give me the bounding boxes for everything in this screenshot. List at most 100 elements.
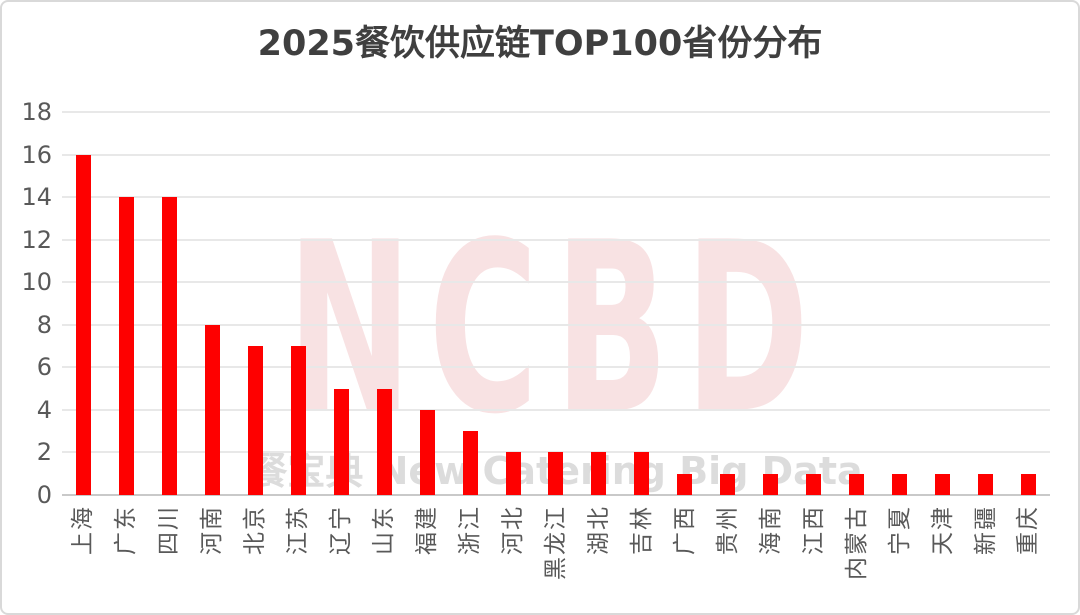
bar (892, 473, 908, 495)
y-tick-label: 6 (36, 353, 52, 382)
bar-cell (406, 112, 449, 495)
y-tick-label: 12 (21, 225, 52, 254)
bar (548, 452, 564, 495)
x-cell: 广东 (105, 497, 148, 613)
x-tick-label: 内蒙古 (843, 505, 870, 580)
y-tick-label: 10 (21, 268, 52, 297)
bar (806, 473, 822, 495)
x-tick-label: 宁夏 (886, 505, 913, 555)
bar (118, 197, 134, 495)
plot-area: NCBD 餐宝典 New Catering Big Data (62, 111, 1050, 496)
x-tick-label: 河北 (500, 505, 527, 555)
bar-cell (148, 112, 191, 495)
x-cell: 上海 (62, 497, 105, 613)
x-cell: 江西 (792, 497, 835, 613)
x-tick-label: 天津 (929, 505, 956, 555)
y-tick-label: 18 (21, 98, 52, 126)
x-cell: 黑龙江 (534, 497, 577, 613)
x-cell: 新疆 (964, 497, 1007, 613)
gridline (62, 323, 1050, 326)
x-tick-label: 山东 (371, 505, 398, 555)
gridline (62, 408, 1050, 411)
x-cell: 天津 (921, 497, 964, 613)
x-tick-label: 北京 (242, 505, 269, 555)
x-cell: 山东 (363, 497, 406, 613)
bar (75, 154, 91, 495)
x-tick-label: 江苏 (285, 505, 312, 555)
gridline (62, 153, 1050, 156)
x-cell: 吉林 (620, 497, 663, 613)
x-cell: 浙江 (449, 497, 492, 613)
bar-cell (492, 112, 535, 495)
x-cell: 河北 (492, 497, 535, 613)
x-cell: 江苏 (277, 497, 320, 613)
y-tick-label: 0 (36, 481, 52, 509)
x-tick-label: 新疆 (972, 505, 999, 555)
bar-cell (835, 112, 878, 495)
bar-cell (191, 112, 234, 495)
bar (505, 452, 521, 495)
bar (1020, 473, 1036, 495)
bar (161, 197, 177, 495)
x-cell: 福建 (406, 497, 449, 613)
bar (977, 473, 993, 495)
gridline (62, 111, 1050, 113)
chart-title: 2025餐饮供应链TOP100省份分布 (257, 24, 823, 64)
x-tick-label: 浙江 (457, 505, 484, 555)
bar (419, 409, 435, 495)
x-tick-label: 贵州 (714, 505, 741, 555)
x-tick-label: 广东 (113, 505, 140, 555)
x-tick-label: 黑龙江 (542, 505, 569, 580)
bar-cell (792, 112, 835, 495)
x-tick-label: 广西 (671, 505, 698, 555)
bar (462, 431, 478, 495)
gridline (62, 451, 1050, 454)
bar (677, 473, 693, 495)
bar-cell (363, 112, 406, 495)
x-cell: 宁夏 (878, 497, 921, 613)
y-tick-label: 8 (36, 310, 52, 339)
bar (290, 346, 306, 495)
x-tick-label: 湖北 (585, 505, 612, 555)
bar-cell (449, 112, 492, 495)
y-tick-label: 4 (36, 395, 52, 424)
bar (849, 473, 865, 495)
y-tick-label: 2 (36, 438, 52, 467)
x-cell: 内蒙古 (835, 497, 878, 613)
x-tick-label: 福建 (414, 505, 441, 555)
x-cell: 河南 (191, 497, 234, 613)
bars-layer (62, 112, 1050, 495)
bar-cell (62, 112, 105, 495)
x-axis: 上海 广东 四川 河南 北京 江苏 辽宁 山东 福建 浙江 河北 黑龙江 湖北 吉林 广西 贵州 海南 江西 内蒙古… (62, 497, 1050, 613)
gridline (62, 238, 1050, 241)
bar-cell (663, 112, 706, 495)
x-cell: 辽宁 (320, 497, 363, 613)
bar-cell (749, 112, 792, 495)
x-cell: 海南 (749, 497, 792, 613)
x-tick-label: 四川 (156, 505, 183, 555)
bar (247, 346, 263, 495)
bar-cell (964, 112, 1007, 495)
x-tick-label: 海南 (757, 505, 784, 555)
x-tick-label: 吉林 (628, 505, 655, 555)
x-tick-label: 重庆 (1015, 505, 1042, 555)
bar (591, 452, 607, 495)
bar-cell (534, 112, 577, 495)
bar (763, 473, 779, 495)
x-cell: 贵州 (706, 497, 749, 613)
gridline (62, 196, 1050, 199)
bar-cell (706, 112, 749, 495)
y-tick-label: 16 (21, 140, 52, 169)
bar (720, 473, 736, 495)
bar-cell (1007, 112, 1050, 495)
x-tick-label: 上海 (70, 505, 97, 555)
y-axis: 0 2 4 6 8 10 12 14 16 18 (2, 100, 52, 507)
x-cell: 重庆 (1007, 497, 1050, 613)
bar-cell (620, 112, 663, 495)
bar-cell (105, 112, 148, 495)
bar (935, 473, 951, 495)
bar-cell (277, 112, 320, 495)
x-tick-label: 辽宁 (328, 505, 355, 555)
bar (634, 452, 650, 495)
gridline (62, 281, 1050, 284)
